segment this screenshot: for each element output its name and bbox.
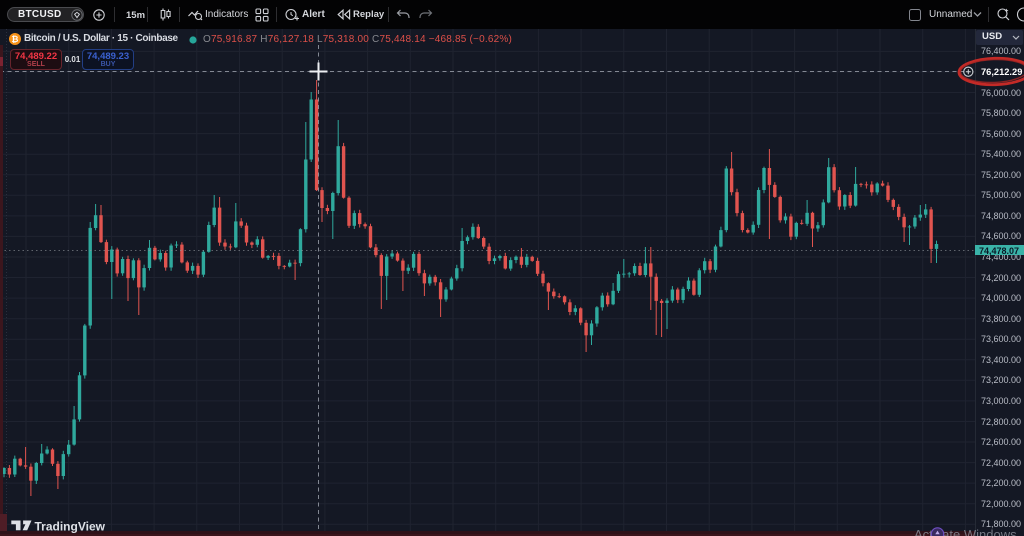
svg-text:TradingView: TradingView — [35, 520, 106, 534]
svg-text:₿: ₿ — [12, 34, 19, 44]
